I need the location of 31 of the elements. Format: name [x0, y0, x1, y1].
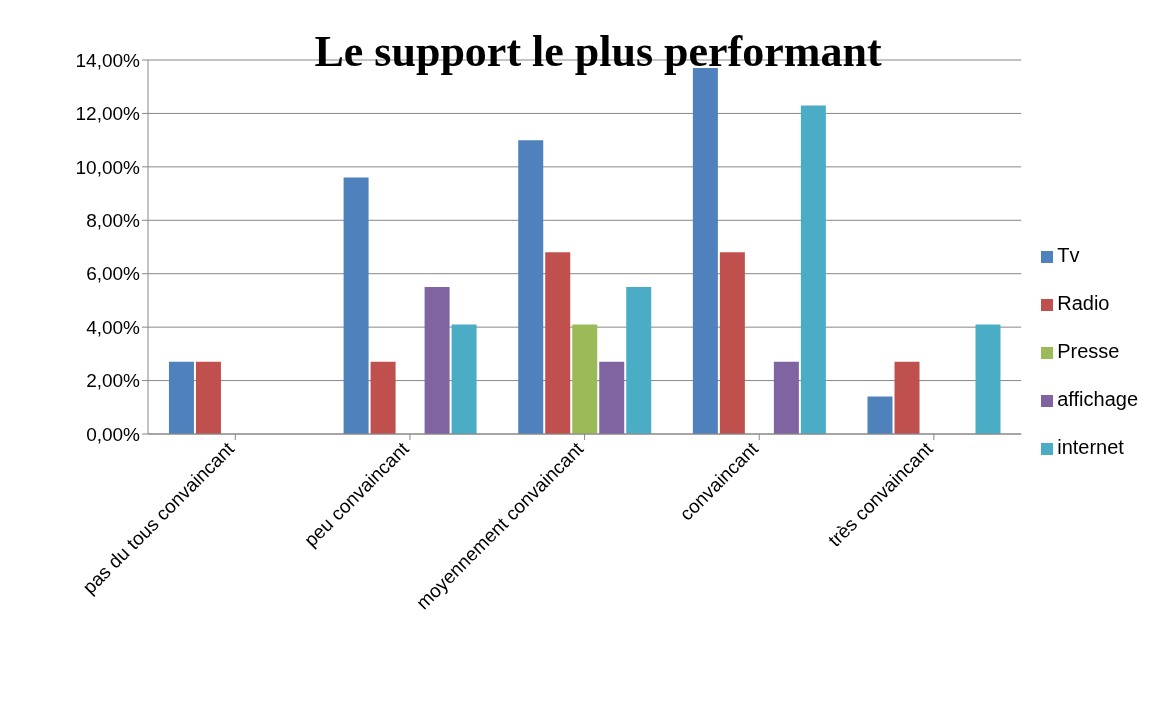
bar — [800, 105, 826, 434]
bar — [370, 361, 396, 434]
bar — [975, 324, 1001, 434]
bar — [867, 396, 893, 434]
bar — [894, 361, 920, 434]
bar — [518, 140, 544, 434]
legend-label: Radio — [1057, 292, 1110, 314]
bar — [343, 177, 369, 434]
bar — [195, 361, 221, 434]
y-tick-label: 2,00% — [86, 370, 141, 392]
y-tick-label: 10,00% — [75, 156, 141, 178]
y-tick-label: 4,00% — [86, 316, 141, 338]
legend-label: Presse — [1057, 340, 1120, 362]
y-tick-label: 12,00% — [75, 103, 141, 125]
bar — [572, 324, 598, 434]
bar — [168, 361, 194, 434]
legend-label: affichage — [1057, 388, 1138, 410]
bar — [773, 361, 799, 434]
bar — [424, 287, 450, 434]
legend-label: Tv — [1057, 244, 1080, 266]
y-tick-label: 8,00% — [86, 210, 141, 232]
bar — [719, 252, 745, 434]
bar — [626, 287, 652, 434]
bar — [599, 361, 625, 434]
y-tick-label: 6,00% — [86, 263, 141, 285]
y-tick-label: 14,00% — [75, 49, 141, 71]
chart-title: Le support le plus performant — [313, 26, 883, 77]
bar — [451, 324, 477, 434]
bar — [545, 252, 571, 434]
legend-label: internet — [1057, 436, 1124, 458]
y-tick-label: 0,00% — [86, 423, 141, 445]
